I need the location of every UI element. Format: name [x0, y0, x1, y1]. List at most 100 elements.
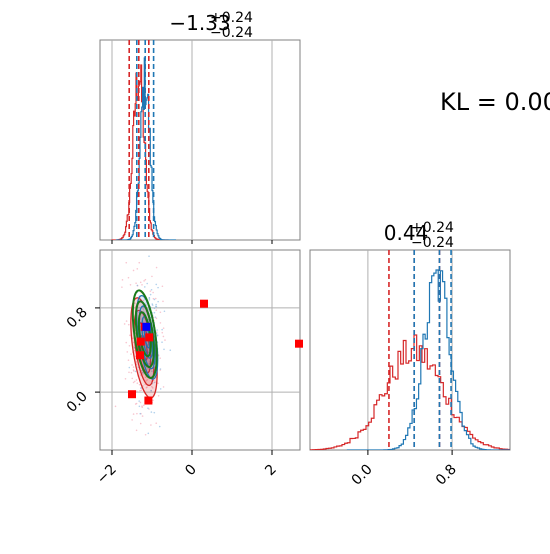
scatter-point-blue [147, 407, 149, 409]
scatter-point-red [157, 394, 160, 397]
scatter-point-red [131, 364, 133, 366]
param1-title-value: −1.33 [169, 11, 230, 35]
scatter-point-red [161, 331, 164, 334]
scatter-point-red [150, 424, 152, 426]
scatter-point-blue [141, 371, 144, 374]
scatter-point-red [129, 334, 131, 337]
scatter-point-red [144, 278, 147, 281]
scatter-point-blue [153, 381, 156, 384]
scatter-point-red [136, 382, 139, 384]
scatter-point-red [151, 275, 153, 278]
scatter-point-blue [150, 389, 152, 392]
scatter-point-blue [139, 412, 142, 415]
scatter-point-blue [140, 369, 143, 372]
scatter-point-red [134, 355, 137, 357]
scatter-point-blue [161, 341, 163, 343]
scatter-point-blue [150, 288, 153, 291]
scatter-point-red [130, 353, 132, 355]
scatter-point-red [140, 389, 143, 392]
scatter-point-blue [153, 298, 156, 301]
scatter-point-red [162, 386, 165, 388]
scatter-point-blue [157, 286, 159, 289]
scatter-point-red [136, 412, 138, 415]
grid-layer [100, 40, 453, 450]
scatter-point-blue [155, 283, 158, 286]
scatter-point-red [141, 406, 144, 409]
scatter-point-blue [154, 316, 157, 318]
scatter-point-red [125, 261, 128, 264]
scatter-point-red [155, 422, 158, 425]
scatter-point-red [145, 386, 148, 389]
scatter-point-blue [148, 255, 150, 258]
scatter-point-red [152, 399, 154, 402]
scatter-point-blue [147, 368, 149, 370]
scatter-point-red [141, 283, 143, 286]
scatter-point-red [159, 311, 162, 314]
scatter-point-red [133, 380, 136, 383]
x-tick-label-param1: 2 [262, 462, 280, 480]
scatter-point-red [141, 415, 144, 417]
scatter-point-blue [150, 411, 153, 413]
x-tick-label-param1: −2 [94, 462, 120, 488]
param2-title: 0.44 [384, 221, 429, 245]
scatter-point-red [162, 327, 165, 329]
joint-distribution [114, 244, 172, 459]
scatter-point-red [125, 320, 128, 322]
scatter-point-blue [156, 329, 158, 331]
marker-layer [128, 299, 303, 405]
x-tick-label-param2: 0.0 [349, 462, 376, 489]
scatter-point-red [150, 244, 152, 246]
scatter-point-red [151, 387, 154, 389]
scatter-point-blue [138, 400, 140, 402]
scatter-point-blue [147, 432, 150, 435]
marker-red [145, 333, 154, 342]
scatter-point-red [127, 359, 130, 362]
scatter-point-blue [142, 372, 144, 375]
scatter-point-red [132, 341, 135, 344]
scatter-point-red [159, 322, 162, 324]
scatter-point-red [151, 385, 153, 388]
scatter-point-red [124, 377, 127, 380]
scatter-point-red [121, 286, 123, 288]
scatter-point-red [131, 377, 134, 380]
scatter-point-blue [143, 286, 146, 288]
y-tick-label-param2: 0.8 [64, 304, 91, 331]
scatter-point-red [142, 308, 145, 311]
scatter-point-red [162, 335, 165, 338]
scatter-point-blue [128, 366, 131, 369]
scatter-point-blue [159, 388, 162, 390]
scatter-point-blue [153, 307, 156, 310]
scatter-point-red [155, 309, 158, 311]
scatter-point-blue [147, 351, 150, 354]
hist-param1-frame [99, 39, 301, 241]
scatter-point-red [149, 290, 152, 292]
scatter-point-red [144, 433, 147, 436]
scatter-point-blue [161, 328, 163, 331]
scatter-point-red [157, 382, 159, 385]
param2-title-value: 0.44 [384, 221, 429, 245]
scatter-point-red [125, 457, 127, 459]
scatter-point-blue [153, 311, 156, 314]
scatter-point-red [134, 302, 136, 305]
scatter-point-red [135, 402, 138, 405]
scatter-point-red [130, 371, 133, 374]
scatter-point-blue [158, 425, 161, 428]
marker-red [136, 337, 145, 346]
scatter-point-red [135, 379, 138, 381]
scatter-point-red [161, 285, 164, 288]
scatter-point-red [127, 276, 130, 279]
hist-param1 [111, 40, 176, 240]
scatter-point-red [139, 318, 142, 320]
scatter-point-red [136, 390, 138, 392]
scatter-point-red [128, 371, 130, 374]
scatter-point-blue [159, 368, 162, 370]
scatter-point-red [135, 361, 138, 363]
scatter-point-red [132, 413, 135, 415]
scatter-point-red [164, 339, 166, 341]
scatter-point-blue [155, 305, 157, 308]
scatter-point-blue [146, 282, 148, 285]
scatter-point-red [127, 323, 130, 326]
scatter-point-red [142, 299, 145, 302]
scatter-point-red [139, 401, 142, 404]
